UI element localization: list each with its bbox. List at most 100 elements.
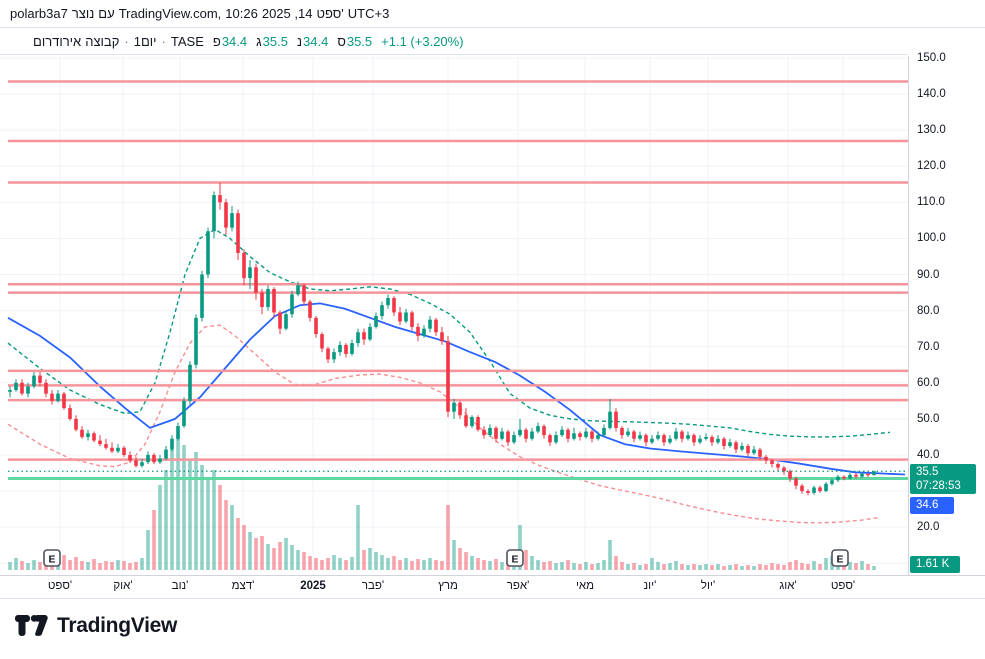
volume-bar xyxy=(314,558,318,570)
candle-body xyxy=(662,435,666,443)
volume-bar xyxy=(806,564,810,570)
earnings-badge-letter: E xyxy=(836,554,843,566)
symbol-name-word1[interactable]: אירודרום xyxy=(33,34,82,49)
volume-bar xyxy=(14,558,18,570)
volume-bar xyxy=(224,500,228,570)
earnings-badge[interactable] xyxy=(43,549,61,567)
price-tick-label: 100.0 xyxy=(917,232,946,244)
candle-body xyxy=(656,435,660,439)
volume-bar xyxy=(26,563,30,570)
price-tick-label: 40.0 xyxy=(917,449,940,461)
candle-body xyxy=(206,231,210,275)
candle-body xyxy=(380,305,384,317)
time-tick-label: יול' xyxy=(700,580,716,592)
candle-body xyxy=(38,375,42,383)
candle-body xyxy=(734,442,738,450)
time-tick-label: נוב' xyxy=(171,580,189,592)
ohlc-open: פ 34.4 xyxy=(213,34,247,49)
volume-bar xyxy=(866,564,870,570)
ma-line xyxy=(7,228,891,438)
volume-bar xyxy=(716,564,720,570)
candle-body xyxy=(152,454,156,463)
candle-body xyxy=(110,447,114,452)
candle-body xyxy=(764,456,768,461)
volume-bar xyxy=(788,562,792,570)
candle-body xyxy=(86,433,90,437)
candle-body xyxy=(416,326,420,336)
candle-body xyxy=(626,431,630,436)
candle-body xyxy=(494,427,498,439)
time-tick-label: אוק' xyxy=(113,580,133,592)
volume-bar xyxy=(164,470,168,570)
candle-body xyxy=(566,429,570,439)
volume-bar xyxy=(266,544,270,570)
candle-body xyxy=(308,301,312,318)
price-tick-label: 120.0 xyxy=(917,160,946,172)
symbol-name-word2[interactable]: קבוצה xyxy=(85,34,120,49)
candle-body xyxy=(80,429,84,437)
volume-bar xyxy=(740,566,744,570)
candle-body xyxy=(560,429,564,436)
earnings-badge[interactable] xyxy=(831,549,849,567)
candle-body xyxy=(554,435,558,443)
volume-bar xyxy=(134,562,138,570)
candle-body xyxy=(836,476,840,481)
volume-bar xyxy=(248,532,252,570)
candle-body xyxy=(446,341,450,412)
candle-body xyxy=(296,285,300,295)
volume-bar xyxy=(128,563,132,570)
volume-bar xyxy=(590,564,594,570)
price-tick-label: 50.0 xyxy=(917,413,940,425)
candle-body xyxy=(548,435,552,443)
volume-bar xyxy=(230,505,234,570)
volume-bar xyxy=(548,561,552,570)
volume-bar xyxy=(236,518,240,570)
volume-bar xyxy=(338,558,342,570)
candle-body xyxy=(26,386,30,394)
volume-bar xyxy=(572,563,576,570)
earnings-badge-letter: E xyxy=(48,554,55,566)
volume-bar xyxy=(350,557,354,570)
candle-body xyxy=(50,393,54,401)
volume-bar xyxy=(494,559,498,570)
volume-bar xyxy=(284,538,288,570)
candle-body xyxy=(434,319,438,333)
candle-body xyxy=(326,348,330,360)
volume-bar xyxy=(710,565,714,570)
volume-bar xyxy=(728,565,732,570)
time-axis[interactable]: ספט' אוק' נוב' דצמ' 2025 פבר' מרץ אפר' מאי יונ' יו… xyxy=(0,575,985,599)
time-tick-label: מרץ xyxy=(438,580,458,592)
candle-body xyxy=(8,390,12,392)
close-value: 35.5 xyxy=(346,34,373,49)
volume-bar xyxy=(374,552,378,570)
earnings-badge[interactable] xyxy=(506,549,524,567)
candle-body xyxy=(572,433,576,439)
volume-bar xyxy=(542,562,546,570)
price-axis[interactable]: 20.0 40.0 50.0 60.0 70.0 80.0 90.0 100.0 110.0 12… xyxy=(908,52,985,575)
candle-body xyxy=(674,431,678,439)
volume-bar xyxy=(104,561,108,570)
volume-bar xyxy=(368,548,372,570)
tradingview-logo[interactable]: TradingView xyxy=(15,614,177,638)
volume-bar xyxy=(140,558,144,570)
volume-bar xyxy=(602,560,606,570)
candle-body xyxy=(740,445,744,450)
volume-bar xyxy=(848,562,852,570)
interval-selector[interactable]: 1יום xyxy=(133,34,157,49)
volume-bar xyxy=(704,564,708,570)
volume-bar xyxy=(254,538,258,570)
candle-body xyxy=(596,435,600,439)
candle-body xyxy=(236,213,240,253)
volume-bar xyxy=(680,564,684,570)
volume-bar xyxy=(68,560,72,570)
attribution-month: ספט' xyxy=(316,6,344,21)
volume-bar xyxy=(644,564,648,570)
candle-body xyxy=(374,316,378,327)
volume-bar xyxy=(734,564,738,570)
candle-body xyxy=(488,427,492,436)
candle-body xyxy=(188,364,192,401)
candle-body xyxy=(788,471,792,479)
exchange-name[interactable]: TASE xyxy=(170,34,204,49)
